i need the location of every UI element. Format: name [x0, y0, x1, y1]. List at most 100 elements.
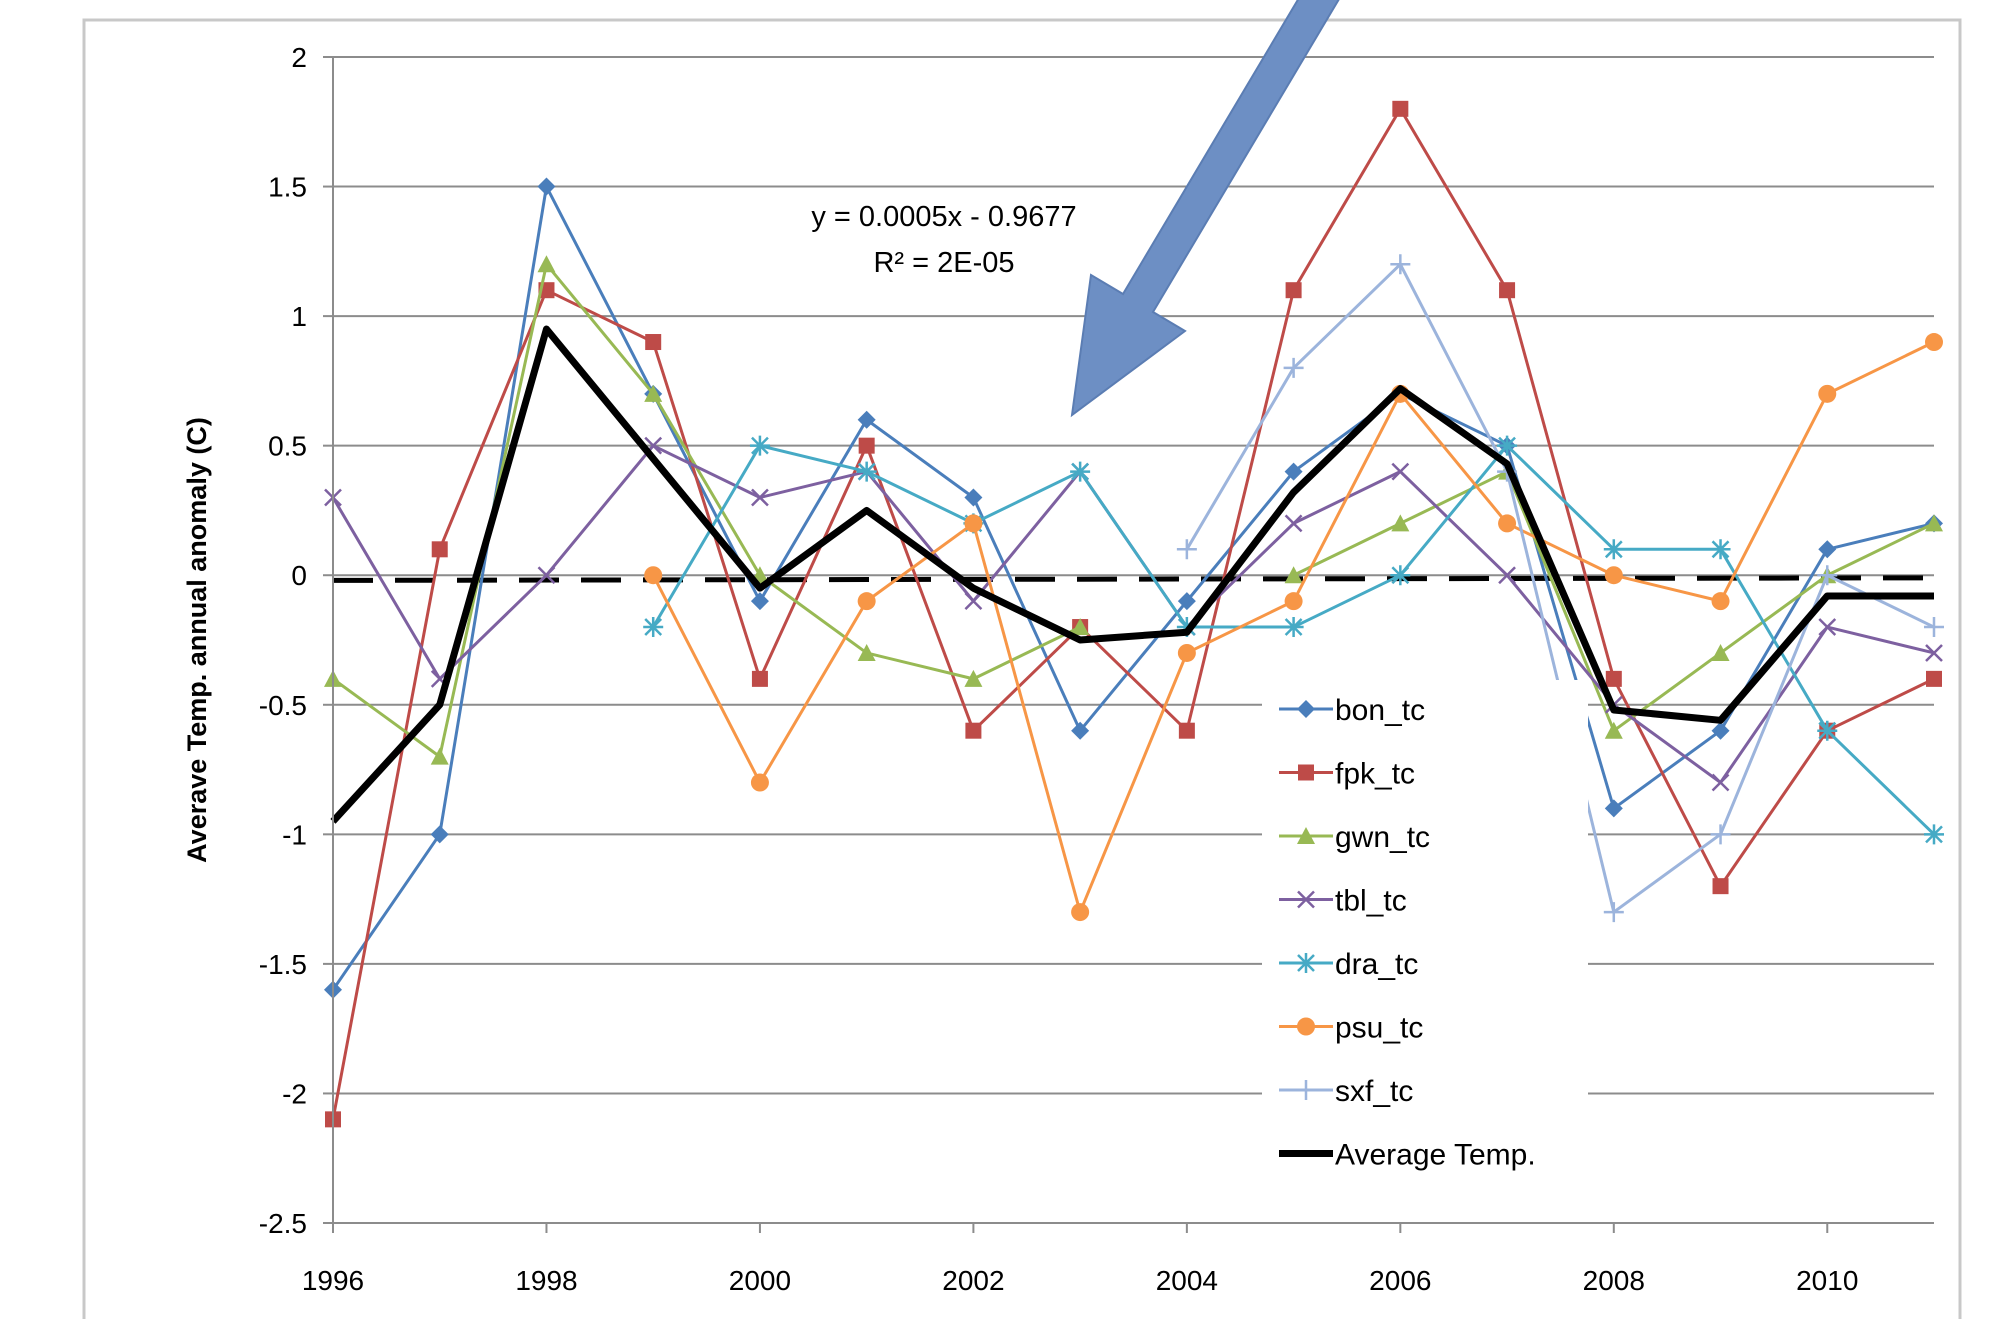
- marker: [856, 461, 877, 482]
- marker: [751, 488, 769, 507]
- series: [643, 435, 1944, 845]
- series-line: [331, 185, 1935, 991]
- series: [330, 325, 1934, 824]
- marker: [1498, 566, 1516, 585]
- y-tick-label: 0: [291, 560, 307, 591]
- marker: [1603, 539, 1624, 560]
- marker: [430, 825, 449, 844]
- legend-label: fpk_tc: [1335, 758, 1415, 791]
- marker: [1924, 617, 1944, 638]
- x-tick-label: 2006: [1369, 1265, 1431, 1296]
- marker: [1499, 282, 1516, 299]
- marker: [1070, 461, 1091, 482]
- marker: [1604, 721, 1623, 739]
- marker: [1283, 617, 1304, 638]
- x-tick-label: 1998: [515, 1265, 577, 1296]
- legend-label: bon_tc: [1335, 694, 1425, 727]
- marker: [1297, 1017, 1315, 1036]
- marker: [1283, 357, 1304, 378]
- series: [324, 177, 1943, 999]
- marker: [1297, 827, 1315, 844]
- marker: [1391, 462, 1410, 481]
- y-tick-label: -2: [282, 1078, 307, 1109]
- marker: [1711, 721, 1730, 740]
- marker: [1924, 824, 1944, 845]
- marker: [1498, 514, 1517, 533]
- marker: [1285, 282, 1302, 299]
- marker: [749, 435, 770, 456]
- marker: [644, 566, 663, 585]
- marker: [1710, 824, 1731, 845]
- marker: [965, 722, 982, 739]
- marker: [1817, 565, 1838, 586]
- legend-label: sxf_tc: [1335, 1075, 1413, 1108]
- chart-frame: [82, 18, 1962, 1319]
- marker: [1818, 384, 1837, 403]
- marker: [964, 592, 983, 611]
- equation: y = 0.0005x - 0.9677: [811, 201, 1076, 233]
- marker: [1605, 670, 1622, 687]
- marker: [1390, 254, 1411, 275]
- marker: [1284, 514, 1303, 533]
- trend-layer: [332, 575, 1935, 583]
- y-tick-label: -0.5: [259, 690, 307, 721]
- y-tick-label: 2: [291, 42, 307, 73]
- marker: [1071, 618, 1090, 636]
- arrow: [1070, 0, 1340, 418]
- marker: [857, 410, 876, 429]
- marker: [1711, 773, 1730, 792]
- marker: [1297, 890, 1315, 909]
- marker: [1391, 514, 1410, 532]
- marker: [1926, 670, 1942, 687]
- legend-label: psu_tc: [1335, 1012, 1423, 1045]
- marker: [750, 773, 769, 792]
- marker: [1284, 462, 1303, 481]
- marker: [1392, 100, 1409, 117]
- marker: [644, 384, 663, 402]
- y-tick-label: 0.5: [268, 431, 307, 462]
- marker: [1712, 878, 1729, 895]
- x-tick-label: 2008: [1583, 1265, 1645, 1296]
- marker: [1177, 592, 1196, 611]
- series-line: [331, 107, 1935, 1120]
- marker: [1925, 644, 1943, 662]
- marker: [1710, 539, 1731, 560]
- legend-label: dra_tc: [1335, 948, 1418, 981]
- marker: [1817, 720, 1838, 741]
- marker: [751, 670, 768, 687]
- legend: bon_tc fpk_tc gwn_tc tbl_tc dra_tc psu_tc sxf_…: [1279, 694, 1536, 1172]
- marker: [858, 437, 875, 454]
- marker: [537, 255, 556, 273]
- axes: -2.5 -2 -1.5 -1 -0.5 0 0.5 1 1.5 2 1996 1998 2000 200…: [259, 42, 1934, 1296]
- marker: [1297, 700, 1315, 718]
- legend-label: gwn_tc: [1335, 821, 1430, 854]
- y-tick-label: 1.5: [268, 172, 307, 203]
- marker: [1284, 592, 1303, 611]
- y-tick-label: -1.5: [259, 949, 307, 980]
- marker: [537, 566, 556, 585]
- x-tick-label: 2000: [729, 1265, 791, 1296]
- marker: [964, 488, 983, 507]
- marker: [1818, 540, 1837, 559]
- x-tick-label: 2010: [1796, 1265, 1858, 1296]
- marker: [750, 592, 769, 611]
- legend-label: Average Temp.: [1335, 1139, 1536, 1172]
- marker: [1296, 953, 1316, 973]
- marker: [1925, 333, 1943, 352]
- marker: [857, 643, 876, 661]
- marker: [1296, 1080, 1316, 1100]
- marker: [1284, 566, 1303, 584]
- series-line: [330, 325, 1934, 824]
- marker: [1604, 799, 1623, 818]
- marker: [1177, 643, 1196, 662]
- series: [644, 333, 1943, 922]
- marker: [1603, 902, 1624, 923]
- marker: [1071, 903, 1090, 922]
- marker: [1497, 435, 1518, 456]
- marker: [1711, 592, 1730, 611]
- y-tick-label: -1: [282, 819, 307, 850]
- marker: [964, 669, 983, 687]
- marker: [1390, 565, 1411, 586]
